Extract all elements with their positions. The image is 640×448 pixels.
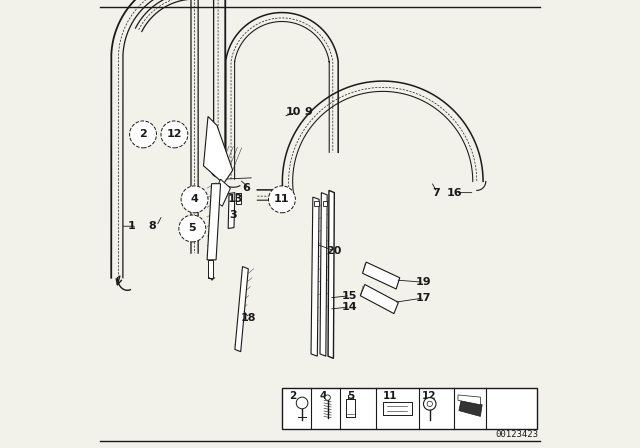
Text: 2: 2 bbox=[289, 392, 297, 401]
Text: 10: 10 bbox=[285, 107, 301, 117]
Text: 11: 11 bbox=[274, 194, 290, 204]
Polygon shape bbox=[212, 179, 230, 206]
Text: 8: 8 bbox=[148, 221, 156, 231]
Text: 18: 18 bbox=[241, 313, 256, 323]
Text: 00123423: 00123423 bbox=[495, 430, 539, 439]
Text: 20: 20 bbox=[326, 246, 341, 256]
Polygon shape bbox=[311, 197, 319, 356]
Text: 9: 9 bbox=[305, 107, 313, 117]
Circle shape bbox=[427, 401, 433, 407]
Polygon shape bbox=[459, 401, 482, 417]
Text: 1: 1 bbox=[128, 221, 136, 231]
Text: 4: 4 bbox=[319, 392, 326, 401]
Text: 7: 7 bbox=[433, 188, 440, 198]
Polygon shape bbox=[458, 395, 481, 405]
Circle shape bbox=[296, 397, 308, 409]
Polygon shape bbox=[208, 260, 213, 278]
Bar bbox=[323, 201, 327, 206]
Text: 19: 19 bbox=[415, 277, 431, 287]
Circle shape bbox=[424, 398, 436, 410]
Polygon shape bbox=[235, 267, 248, 352]
Bar bbox=[282, 388, 538, 429]
Circle shape bbox=[269, 186, 295, 213]
Polygon shape bbox=[236, 193, 241, 204]
Polygon shape bbox=[207, 184, 221, 260]
Polygon shape bbox=[362, 262, 400, 289]
Polygon shape bbox=[228, 193, 235, 228]
Circle shape bbox=[179, 215, 206, 242]
Circle shape bbox=[181, 186, 208, 213]
Text: 17: 17 bbox=[415, 293, 431, 303]
Bar bbox=[314, 201, 319, 206]
Text: 13: 13 bbox=[227, 194, 243, 204]
Polygon shape bbox=[320, 193, 327, 356]
Circle shape bbox=[325, 395, 330, 401]
Text: 12: 12 bbox=[166, 129, 182, 139]
Text: 5: 5 bbox=[189, 224, 196, 233]
Text: 15: 15 bbox=[341, 291, 357, 301]
Polygon shape bbox=[328, 190, 334, 358]
Text: 16: 16 bbox=[447, 188, 462, 198]
Text: 2: 2 bbox=[139, 129, 147, 139]
Text: 6: 6 bbox=[242, 183, 250, 193]
Text: 3: 3 bbox=[229, 210, 236, 220]
Text: 14: 14 bbox=[341, 302, 357, 312]
Text: 11: 11 bbox=[383, 392, 397, 401]
Text: 12: 12 bbox=[422, 392, 436, 401]
Text: 4: 4 bbox=[191, 194, 198, 204]
Polygon shape bbox=[204, 116, 232, 184]
Circle shape bbox=[161, 121, 188, 148]
Circle shape bbox=[129, 121, 156, 148]
Text: 5: 5 bbox=[347, 392, 354, 401]
Polygon shape bbox=[360, 284, 398, 314]
